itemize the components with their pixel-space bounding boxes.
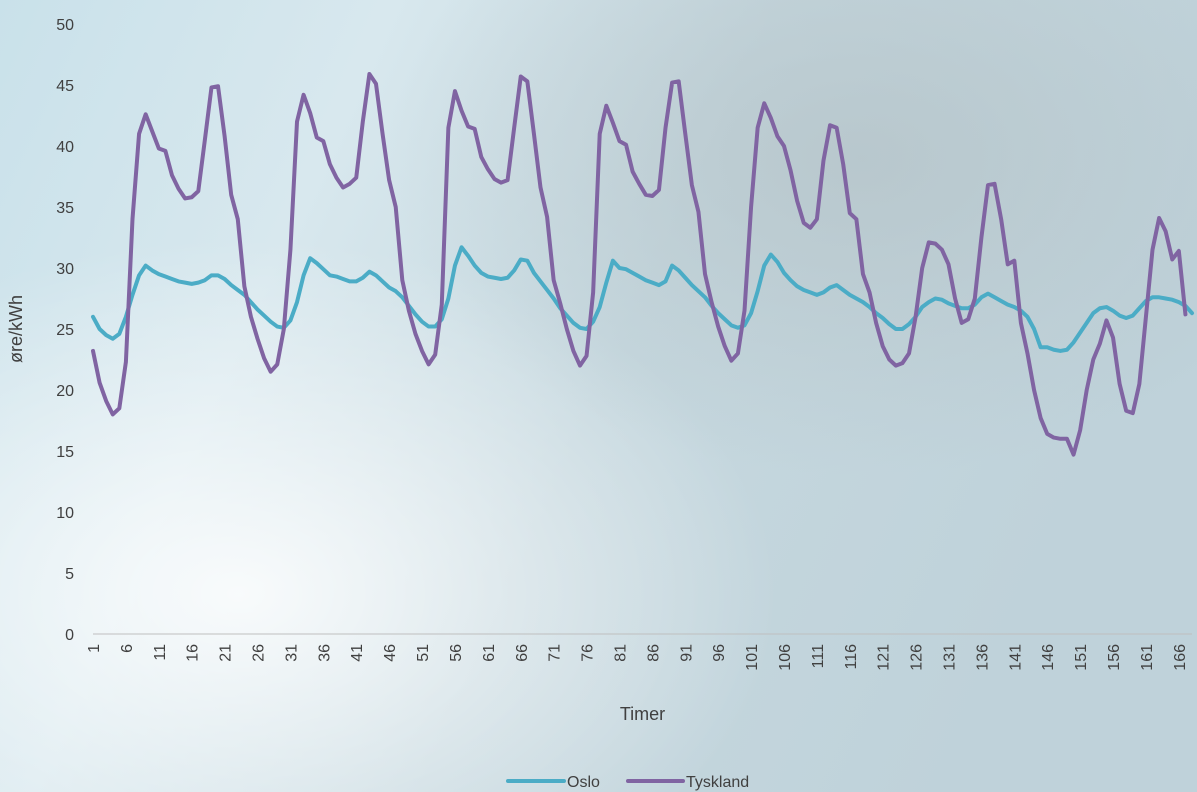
x-tick-label: 46: [382, 644, 399, 662]
x-tick-label: 26: [251, 644, 268, 662]
x-tick-label: 96: [711, 644, 728, 662]
x-tick-label: 141: [1007, 644, 1024, 671]
y-tick-label: 25: [56, 322, 74, 339]
y-tick-label: 30: [56, 261, 74, 278]
x-tick-label: 21: [218, 644, 235, 662]
legend-item-oslo: Oslo: [506, 774, 600, 791]
y-tick-label: 15: [56, 444, 74, 461]
y-tick-label: 20: [56, 383, 74, 400]
x-tick-label: 1: [86, 644, 103, 653]
x-tick-label: 131: [942, 644, 959, 671]
y-axis-title: øre/kWh: [6, 295, 26, 363]
legend-label: Tyskland: [686, 774, 749, 791]
y-tick-label: 10: [56, 505, 74, 522]
x-tick-label: 106: [777, 644, 794, 671]
x-tick-label: 51: [415, 644, 432, 662]
x-tick-label: 116: [843, 644, 860, 670]
x-tick-label: 36: [316, 644, 333, 662]
x-tick-label: 41: [349, 644, 366, 662]
x-tick-label: 156: [1106, 644, 1123, 671]
series-line-tyskland: [91, 72, 1188, 457]
x-tick-label: 66: [514, 644, 531, 662]
x-tick-label: 136: [974, 644, 991, 671]
x-tick-label: 6: [119, 644, 136, 653]
y-tick-label: 45: [56, 78, 74, 95]
x-tick-label: 91: [678, 644, 695, 662]
x-tick-label: 86: [645, 644, 662, 662]
x-tick-label: 11: [152, 644, 169, 661]
x-tick-label: 121: [876, 644, 893, 671]
legend-item-tyskland: Tyskland: [626, 774, 749, 791]
y-tick-label: 0: [65, 627, 74, 644]
x-tick-label: 161: [1139, 644, 1156, 671]
y-tick-label: 40: [56, 139, 74, 156]
x-tick-label: 146: [1040, 644, 1057, 671]
x-tick-label: 16: [185, 644, 202, 662]
y-tick-label: 50: [56, 17, 74, 34]
x-tick-label: 101: [744, 644, 761, 671]
x-tick-label: 81: [612, 644, 629, 662]
x-tick-label: 71: [547, 644, 564, 662]
x-tick-label: 111: [810, 644, 827, 668]
x-tick-label: 166: [1172, 644, 1189, 671]
x-tick-label: 151: [1073, 644, 1090, 671]
x-axis-title: Timer: [620, 704, 665, 724]
x-tick-label: 61: [481, 644, 498, 662]
y-tick-label: 5: [65, 566, 74, 583]
y-tick-label: 35: [56, 200, 74, 217]
series-line-oslo: [91, 245, 1194, 353]
x-tick-label: 76: [580, 644, 597, 662]
legend-label: Oslo: [567, 774, 600, 791]
x-tick-label: 126: [909, 644, 926, 671]
x-tick-label: 31: [283, 644, 300, 662]
x-tick-label: 56: [448, 644, 465, 662]
